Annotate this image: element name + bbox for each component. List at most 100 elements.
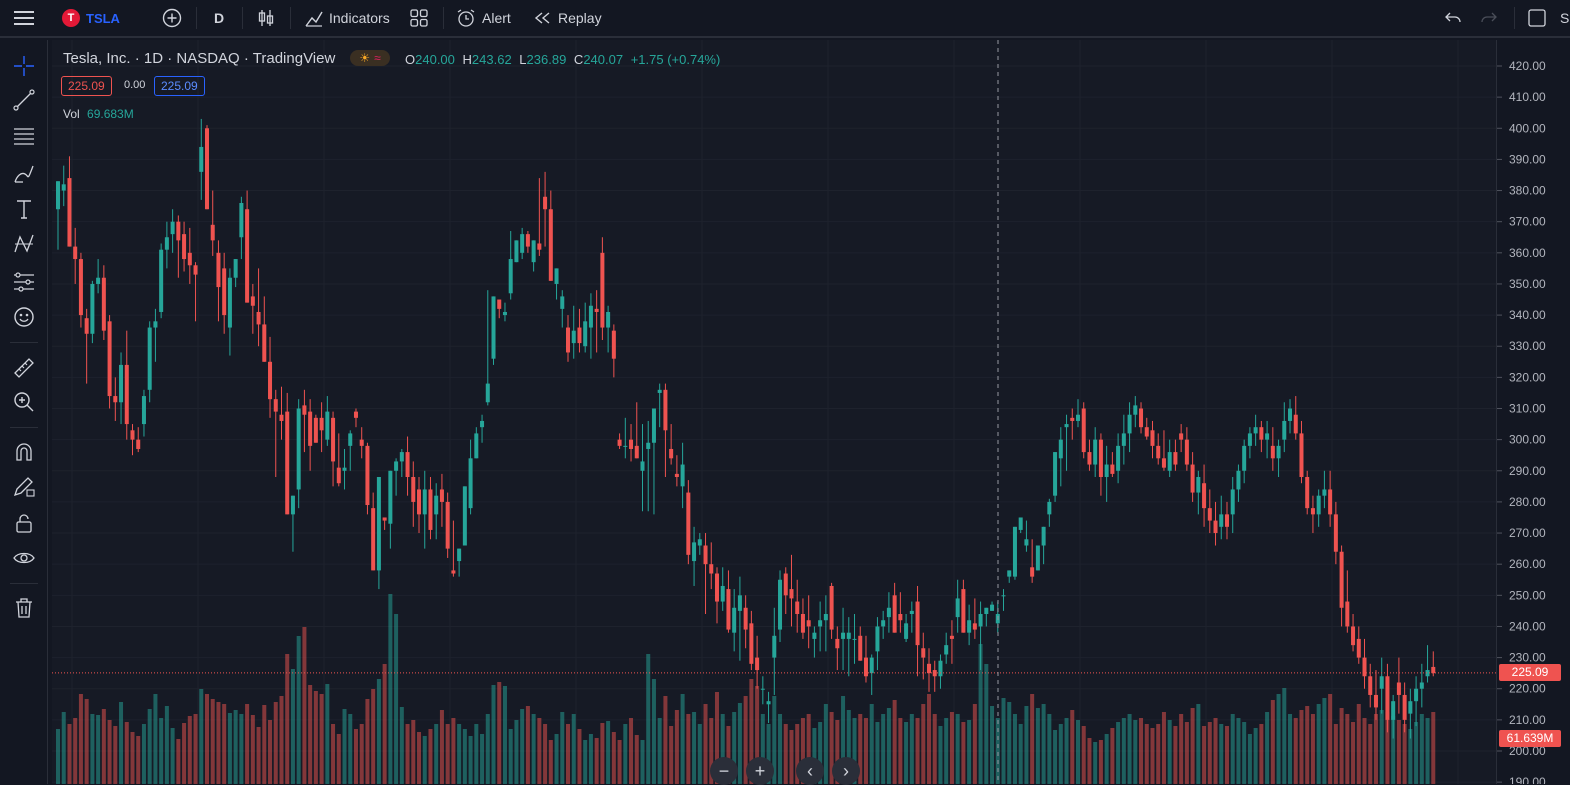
pattern-tool[interactable]: [8, 228, 40, 260]
buy-price-badge[interactable]: 225.09: [154, 76, 205, 96]
candle-body: [886, 607, 891, 618]
candle-body: [1133, 405, 1138, 415]
interval-button[interactable]: D: [214, 0, 224, 37]
last-price-label: 225.09: [1499, 664, 1561, 681]
chart-type-button[interactable]: [256, 0, 276, 37]
candle-body: [1035, 545, 1040, 571]
volume-bar: [313, 691, 318, 784]
price-tick-label: 400.00: [1509, 121, 1546, 135]
volume-bar: [886, 708, 891, 784]
volume-bar: [737, 703, 742, 784]
candle-body: [1236, 470, 1241, 490]
text-icon: [17, 200, 31, 219]
fullscreen-button[interactable]: S: [1528, 0, 1569, 37]
magnet-tool[interactable]: [8, 436, 40, 468]
zoom-in-button[interactable]: +: [746, 757, 774, 785]
undo-button[interactable]: [1444, 0, 1462, 37]
candle-body: [147, 327, 152, 390]
candle-body: [904, 623, 909, 639]
forecast-tool[interactable]: [8, 266, 40, 298]
candle-body: [755, 657, 760, 671]
candle-body: [491, 296, 496, 359]
candle-body: [1202, 483, 1207, 509]
lock-drawing-tool[interactable]: [8, 470, 40, 502]
candle-body: [497, 299, 502, 309]
candle-body: [640, 461, 645, 471]
spread-value: 0.00: [124, 79, 145, 91]
volume-bar: [1391, 716, 1396, 784]
toolbar-divider: [1514, 7, 1515, 29]
compare-symbol-button[interactable]: [162, 0, 182, 37]
brush-tool[interactable]: [8, 158, 40, 190]
candle-body: [113, 396, 118, 403]
price-tick-label: 310.00: [1509, 402, 1546, 416]
text-tool[interactable]: [8, 193, 40, 225]
candle-body: [153, 321, 158, 328]
zoom-out-button[interactable]: −: [710, 757, 738, 785]
symbol-search-button[interactable]: T TSLA: [62, 0, 120, 37]
candle-body: [348, 433, 353, 446]
ohlc-values: O240.00 H243.62 L236.89 C240.07 +1.75 (+…: [405, 52, 720, 67]
templates-button[interactable]: [410, 0, 428, 37]
candle-body: [371, 508, 376, 571]
candle-body: [342, 467, 347, 471]
volume-bar: [1310, 714, 1315, 784]
scroll-right-button[interactable]: ›: [832, 757, 860, 785]
volume-bar: [502, 686, 507, 784]
volume-bar: [233, 710, 238, 784]
candle-body: [457, 548, 462, 562]
emoji-tool[interactable]: [8, 301, 40, 333]
hide-drawings-tool[interactable]: [8, 542, 40, 574]
volume-bar: [468, 736, 473, 784]
zoom-in-tool[interactable]: [8, 386, 40, 418]
candle-body: [1070, 417, 1075, 421]
price-tick-label: 240.00: [1509, 619, 1546, 633]
candle-body: [176, 221, 181, 241]
alert-button[interactable]: Alert: [456, 0, 511, 37]
replay-button[interactable]: Replay: [534, 0, 602, 37]
trendline-tool[interactable]: [8, 84, 40, 116]
lock-all-tool[interactable]: [8, 507, 40, 539]
scroll-left-button[interactable]: ‹: [796, 757, 824, 785]
toolbar-divider: [242, 7, 243, 29]
candle-body: [1408, 701, 1413, 714]
candle-body: [1276, 445, 1281, 459]
price-tick-label: 220.00: [1509, 682, 1546, 696]
volume-bar: [1305, 706, 1310, 784]
volume-bar: [353, 729, 358, 784]
sell-price-badge[interactable]: 225.09: [61, 76, 112, 96]
price-axis[interactable]: 420.00 410.00 400.00 390.00 380.00 370.00 360.…: [1496, 40, 1570, 784]
candle-body: [783, 573, 788, 596]
volume-bar: [331, 724, 336, 784]
volume-bar: [1161, 712, 1166, 784]
candle-body: [1224, 514, 1229, 527]
crosshair-tool[interactable]: [8, 50, 40, 82]
crosshair-icon: [14, 56, 34, 76]
volume-bar: [153, 694, 158, 784]
ruler-tool[interactable]: [8, 352, 40, 384]
price-tick-label: 360.00: [1509, 246, 1546, 260]
candle-body: [525, 234, 530, 247]
indicators-button[interactable]: Indicators: [304, 0, 390, 37]
volume-bar: [417, 732, 422, 784]
minus-icon: −: [718, 760, 730, 781]
volume-bar: [909, 714, 914, 784]
remove-drawings-tool[interactable]: [8, 592, 40, 624]
redo-button[interactable]: [1480, 0, 1498, 37]
volume-bar: [520, 709, 525, 784]
candle-body: [1018, 517, 1023, 530]
candle-body: [674, 473, 679, 477]
volume-bar: [554, 734, 559, 784]
candle-body: [250, 296, 255, 306]
trendline-icon: [13, 89, 35, 111]
lock-drawing-icon: [13, 477, 35, 497]
candle-body: [462, 486, 467, 546]
candle-body: [285, 411, 290, 515]
chart-pane[interactable]: Tesla, Inc. · 1D · NASDAQ · TradingView …: [52, 40, 1496, 784]
candle-body: [480, 420, 485, 428]
spread: 0.00: [124, 79, 146, 91]
fib-tool[interactable]: [8, 120, 40, 152]
candle-body: [703, 545, 708, 565]
menu-button[interactable]: [10, 0, 38, 37]
candlestick-chart[interactable]: [52, 40, 1496, 784]
